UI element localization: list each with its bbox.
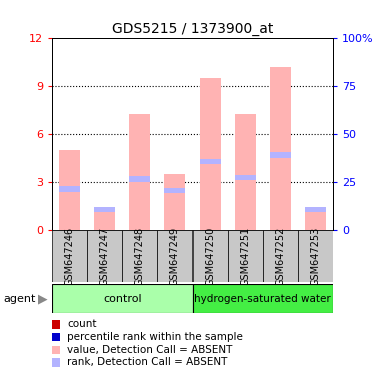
Bar: [52, 284, 192, 313]
Bar: [305, 207, 326, 212]
Bar: [52, 230, 87, 282]
Bar: [157, 230, 192, 282]
Bar: [192, 284, 333, 313]
Bar: [122, 230, 157, 282]
Bar: [129, 114, 150, 230]
Text: agent: agent: [4, 293, 36, 304]
Text: GSM647250: GSM647250: [205, 227, 215, 286]
Bar: [235, 175, 256, 180]
Text: GSM647248: GSM647248: [135, 227, 145, 286]
Bar: [94, 207, 115, 212]
Text: count: count: [67, 319, 97, 329]
Text: GSM647252: GSM647252: [275, 227, 285, 286]
Bar: [164, 188, 186, 193]
Bar: [263, 230, 298, 282]
Text: rank, Detection Call = ABSENT: rank, Detection Call = ABSENT: [67, 358, 228, 367]
Text: GSM647253: GSM647253: [310, 227, 320, 286]
Text: control: control: [103, 293, 142, 304]
Bar: [59, 186, 80, 192]
Bar: [199, 159, 221, 164]
Bar: [270, 67, 291, 230]
Bar: [228, 230, 263, 282]
Bar: [235, 114, 256, 230]
Bar: [94, 210, 115, 230]
Text: percentile rank within the sample: percentile rank within the sample: [67, 332, 243, 342]
Bar: [192, 230, 228, 282]
Text: GSM647251: GSM647251: [240, 227, 250, 286]
Text: GSM647247: GSM647247: [100, 227, 110, 286]
Bar: [129, 176, 150, 182]
Bar: [298, 230, 333, 282]
Text: hydrogen-saturated water: hydrogen-saturated water: [194, 293, 331, 304]
Bar: [305, 208, 326, 230]
Text: value, Detection Call = ABSENT: value, Detection Call = ABSENT: [67, 345, 233, 355]
Bar: [164, 174, 186, 230]
Bar: [270, 152, 291, 158]
Title: GDS5215 / 1373900_at: GDS5215 / 1373900_at: [112, 22, 273, 36]
Bar: [199, 78, 221, 230]
Bar: [87, 230, 122, 282]
Bar: [59, 151, 80, 230]
Text: ▶: ▶: [38, 292, 47, 305]
Text: GSM647246: GSM647246: [65, 227, 75, 286]
Text: GSM647249: GSM647249: [170, 227, 180, 286]
